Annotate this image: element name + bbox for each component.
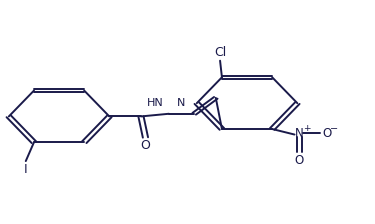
Text: I: I xyxy=(24,163,28,176)
Text: N: N xyxy=(295,127,304,140)
Text: Cl: Cl xyxy=(214,46,226,59)
Text: O: O xyxy=(322,127,331,140)
Text: O: O xyxy=(141,139,150,152)
Text: +: + xyxy=(303,124,310,133)
Text: N: N xyxy=(177,98,186,108)
Text: O: O xyxy=(295,154,304,167)
Text: −: − xyxy=(330,124,338,134)
Text: HN: HN xyxy=(147,98,163,108)
